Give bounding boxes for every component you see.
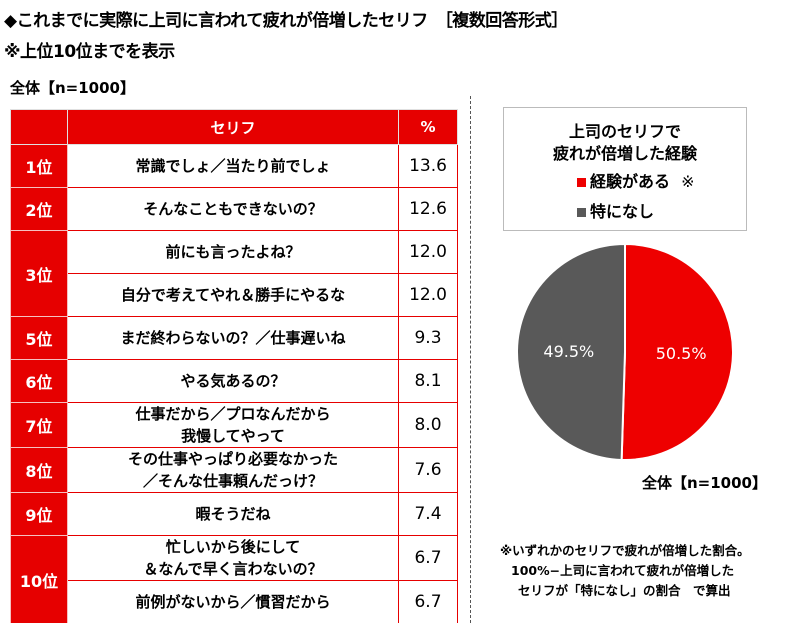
pct-cell: 9.3	[398, 316, 458, 360]
phrase-cell: 暇そうだね	[67, 492, 399, 536]
legend-title-2: 疲れが倍増した経験	[552, 144, 697, 163]
pct-cell: 7.4	[398, 492, 458, 536]
phrase-cell: その仕事やっぱり必要なかった ／そんな仕事頼んだっけ？	[67, 447, 399, 493]
rank-cell: 6位	[10, 359, 68, 403]
table-row: 2位 そんなこともできないの？ 12.6	[10, 187, 458, 231]
pct-cell: 8.0	[398, 402, 458, 448]
legend-label: 経験がある	[590, 172, 671, 191]
phrase-cell: 前にも言ったよね？	[67, 230, 399, 274]
divider	[470, 96, 471, 623]
pct-cell: 13.6	[398, 144, 458, 188]
legend-item-yes: 経験がある ※	[577, 168, 695, 192]
phrase-cell: 忙しいから後にして ＆なんで早く言わないの？	[67, 535, 399, 581]
ranking-table: セリフ % 1位 常識でしょ／当たり前でしょ 13.6 2位 そんなこともできないの？ 1…	[10, 109, 458, 623]
note-line-3: セリフが「特になし」の割合 で算出	[518, 583, 731, 598]
sample-size-left: 全体【n=1000】	[10, 79, 135, 97]
pct-cell: 7.6	[398, 447, 458, 493]
pie-slice-yes	[620, 242, 734, 461]
phrase-cell: 自分で考えてやれ＆勝手にやるな	[67, 273, 399, 317]
pct-cell: 12.0	[398, 273, 458, 317]
legend-title-1: 上司のセリフで	[568, 122, 681, 141]
page-title: ◆これまでに実際に上司に言われて疲れが倍増したセリフ ［複数回答形式］	[4, 11, 568, 31]
legend-swatch-red	[577, 178, 586, 187]
pct-cell: 12.0	[398, 230, 458, 274]
table-row: 3位 前にも言ったよね？ 12.0	[10, 230, 458, 317]
rank-cell: 3位	[10, 230, 68, 317]
table-row: 前例がないから／慣習だから 6.7	[11, 580, 458, 623]
phrase-cell: 仕事だから／プロなんだから 我慢してやって	[67, 402, 399, 448]
rank-cell: 5位	[10, 316, 68, 360]
table-row: 10位 忙しいから後にして ＆なんで早く言わないの？ 6.7	[10, 535, 458, 623]
pct-cell: 8.1	[398, 359, 458, 403]
table-row: 5位 まだ終わらないの？／仕事遅いね 9.3	[10, 316, 458, 360]
subtitle: ※上位10位までを表示	[4, 42, 175, 62]
rank-cell: 2位	[10, 187, 68, 231]
table-row: 7位 仕事だから／プロなんだから 我慢してやって 8.0	[10, 402, 458, 448]
phrase-cell: 前例がないから／慣習だから	[67, 580, 399, 623]
rank-cell: 1位	[10, 144, 68, 188]
pct-cell: 6.7	[398, 580, 458, 623]
table-row: 8位 その仕事やっぱり必要なかった ／そんな仕事頼んだっけ？ 7.6	[10, 447, 458, 493]
pie-slice-no	[516, 242, 626, 461]
rank-cell: 9位	[10, 492, 68, 536]
header-pct: %	[398, 109, 458, 145]
sample-size-right: 全体【n=1000】	[642, 474, 767, 492]
rank-cell: 10位	[10, 535, 68, 623]
header-phrase: セリフ	[67, 109, 399, 145]
note-line-2: 100%−上司に言われて疲れが倍増した	[511, 563, 735, 578]
legend-label: 特になし	[590, 202, 655, 221]
rank-cell: 7位	[10, 402, 68, 448]
pie-label: 49.5%	[543, 342, 594, 361]
legend-box: 上司のセリフで 疲れが倍増した経験 経験がある ※ 特になし	[503, 107, 747, 231]
pct-cell: 12.6	[398, 187, 458, 231]
pct-cell: 6.7	[398, 535, 458, 581]
legend-item-no: 特になし	[577, 198, 654, 222]
table-row: 9位 暇そうだね 7.4	[10, 492, 458, 536]
table-row: 1位 常識でしょ／当たり前でしょ 13.6	[10, 144, 458, 188]
note-line-1: ※いずれかのセリフで疲れが倍増した割合。	[500, 543, 750, 558]
phrase-cell: まだ終わらないの？／仕事遅いね	[67, 316, 399, 360]
phrase-cell: やる気あるの？	[67, 359, 399, 403]
table-row: 自分で考えてやれ＆勝手にやるな 12.0	[11, 273, 458, 317]
legend-mark: ※	[681, 172, 695, 191]
rank-cell: 8位	[10, 447, 68, 493]
phrase-cell: 常識でしょ／当たり前でしょ	[67, 144, 399, 188]
pie-label: 50.5%	[656, 344, 707, 363]
phrase-cell: そんなこともできないの？	[67, 187, 399, 231]
table-row: 6位 やる気あるの？ 8.1	[10, 359, 458, 403]
legend-swatch-gray	[577, 208, 586, 217]
pie-chart: 50.5% 49.5%	[516, 242, 734, 461]
header-rank	[10, 109, 68, 145]
